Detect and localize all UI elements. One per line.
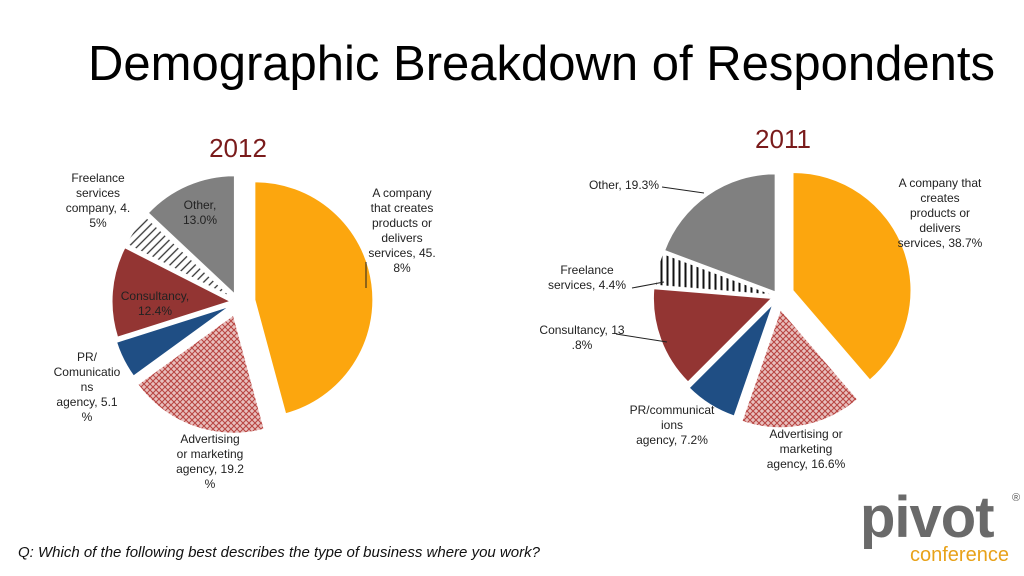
slice-label-line: creates: [920, 191, 959, 205]
slice-label-line: company, 4.: [66, 201, 130, 215]
slice-label-line: services: [76, 186, 120, 200]
slice-label-line: A company: [372, 186, 431, 200]
slice-label-line: ions: [661, 418, 683, 432]
slice-label-line: services, 45.: [368, 246, 435, 260]
pie-chart-2012: 2012 A company that creates products or del…: [54, 133, 436, 491]
pie-slice-2011-pr: [688, 304, 774, 417]
pie-slice-2011-freelance: [654, 252, 774, 296]
slice-label-2012-freelance: Freelance services company, 4. 5%: [66, 171, 130, 230]
leader-line-2011-other: [661, 186, 705, 194]
logo-registered-mark: ®: [1012, 492, 1021, 504]
slice-label-line: 12.4%: [138, 304, 172, 318]
pie-chart-2011: 2011 A company that creates products or del…: [539, 124, 982, 471]
slice-label-2012-consultancy: Consultancy, 12.4%: [121, 289, 189, 318]
pie-slice-2012-freelance: [125, 215, 232, 298]
pie-slice-2012-advertising: [137, 314, 265, 434]
slice-label-line: delivers: [919, 221, 960, 235]
slice-label-line: agency, 16.6%: [767, 457, 846, 471]
logo-subtitle: conference: [910, 544, 1009, 566]
slice-label-line: Comunicatio: [54, 365, 121, 379]
slice-label-line: Consultancy,: [121, 289, 189, 303]
pie-slice-2011-company: [792, 171, 912, 381]
slice-label-2011-other: Other, 19.3%: [589, 178, 659, 192]
slice-label-line: marketing: [780, 442, 833, 456]
slice-label-line: Other, 19.3%: [589, 178, 659, 192]
slice-label-2011-company: A company that creates products or delivers…: [898, 176, 983, 250]
slice-label-line: ns: [81, 380, 94, 394]
slice-label-line: PR/: [77, 350, 98, 364]
slice-label-line: 8%: [393, 261, 411, 275]
pie-slice-2011-consultancy: [652, 288, 773, 383]
slice-label-2012-company: A company that creates products or delivers…: [368, 186, 435, 275]
slice-label-line: Advertising: [180, 432, 239, 446]
slice-label-line: agency, 5.1: [56, 395, 117, 409]
slice-label-line: delivers: [381, 231, 422, 245]
slice-label-line: products or: [372, 216, 432, 230]
slice-label-2012-advertising: Advertising or marketing agency, 19.2%: [176, 432, 244, 491]
slice-label-line: %: [82, 410, 93, 424]
pie-slice-2012-company: [254, 181, 374, 415]
slice-label-line: Freelance: [560, 263, 614, 277]
leader-line-2011-freelance: [631, 281, 665, 289]
slice-label-2011-freelance: Freelance services, 4.4%: [548, 263, 626, 292]
pie-slice-2011-advertising: [741, 308, 859, 429]
slice-label-line: 5%: [89, 216, 107, 230]
slice-label-line: agency, 7.2%: [636, 433, 708, 447]
slice-label-2012-pr: PR/Comunicatio ns agency, 5.1%: [54, 350, 121, 424]
pie-slice-2012-pr: [115, 306, 230, 377]
slice-label-line: PR/communicat: [630, 403, 715, 417]
slice-label-line: Other,: [184, 198, 217, 212]
slice-label-line: A company that: [899, 176, 982, 190]
question-caption: Q: Which of the following best describes…: [18, 544, 540, 561]
slice-label-2011-consultancy: Consultancy, 13.8%: [539, 323, 624, 352]
pivot-conference-logo: pivot conference ®: [852, 485, 1024, 576]
chart-title-2012: 2012: [209, 133, 267, 163]
slice-label-line: services, 4.4%: [548, 278, 626, 292]
slice-label-line: %: [205, 477, 216, 491]
slice-label-2012-other: Other, 13.0%: [183, 198, 217, 227]
slice-label-line: products or: [910, 206, 970, 220]
slice-label-line: that creates: [371, 201, 434, 215]
page-title: Demographic Breakdown of Respondents: [88, 37, 996, 91]
slice-label-2011-advertising: Advertising or marketing agency, 16.6%: [767, 427, 846, 471]
slice-label-line: services, 38.7%: [898, 236, 983, 250]
pie-slice-2012-other: [147, 175, 235, 295]
slice-label-line: Freelance: [71, 171, 125, 185]
slice-label-2011-pr: PR/communicat ions agency, 7.2%: [630, 403, 715, 447]
leader-line-2011-consultancy: [615, 333, 668, 343]
pie-slice-2012-consultancy: [111, 247, 232, 338]
slice-label-line: Consultancy, 13: [539, 323, 624, 337]
slice-label-line: Advertising or: [769, 427, 842, 441]
pie-charts: 2012 A company that creates products or del…: [54, 124, 983, 491]
slice-label-line: .8%: [572, 338, 593, 352]
logo-wordmark: pivot: [860, 485, 995, 550]
chart-title-2011: 2011: [755, 124, 811, 154]
slice-label-line: or marketing: [177, 447, 244, 461]
slice-label-line: agency, 19.2: [176, 462, 244, 476]
slice-label-line: 13.0%: [183, 213, 217, 227]
pie-slice-2011-other: [663, 173, 776, 293]
